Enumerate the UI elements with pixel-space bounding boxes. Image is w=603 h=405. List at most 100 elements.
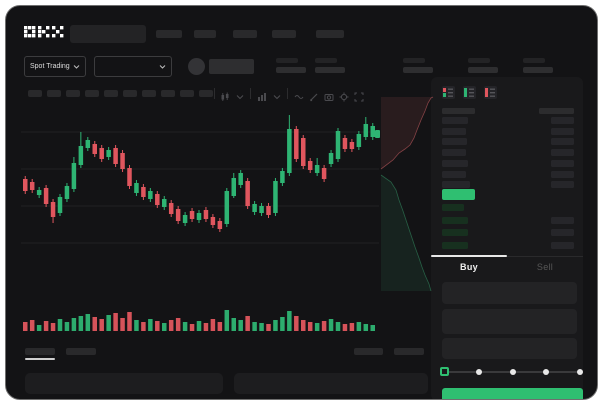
orderbook-bids-icon[interactable] [463,86,476,99]
timeframe-button-4[interactable] [85,90,99,97]
bid-amount-bar [551,242,574,250]
stat-label-placeholder [523,58,545,63]
line-tool-icon[interactable] [294,89,304,99]
ask-price-bar[interactable] [442,181,470,189]
draw-icon[interactable] [309,89,319,102]
price-input[interactable] [442,282,577,304]
stat-value-placeholder [468,67,498,73]
timeframe-button-5[interactable] [104,90,118,97]
chevron-down-icon[interactable] [272,89,282,100]
slider-stop-2[interactable] [509,368,516,375]
slider-stop-4[interactable] [577,368,583,375]
slider-stop-3[interactable] [543,368,550,375]
orderbook-both-icon[interactable] [442,86,455,99]
ask-price-bar[interactable] [442,159,468,167]
timeframe-button-1[interactable] [28,90,42,97]
slider-handle[interactable] [440,367,449,376]
orderbook-trade-panel: Buy Sell [431,77,583,399]
ask-amount-bar [551,117,574,124]
indicators-icon[interactable] [257,89,267,101]
timeframe-button-3[interactable] [66,90,80,97]
ticker-stat-2 [315,58,349,74]
toolbar-divider [214,88,215,99]
chevron-down-icon[interactable] [235,89,245,100]
nav-item-5[interactable] [316,30,344,38]
nav-item-2[interactable] [194,30,216,38]
bottom-action-2[interactable] [394,348,424,355]
camera-icon[interactable] [324,89,334,101]
active-tab-indicator [431,255,507,257]
bottom-tab-1[interactable] [25,348,55,355]
timeframe-button-6[interactable] [123,90,137,97]
stat-label-placeholder [403,58,425,63]
ask-price-bar[interactable] [442,149,466,157]
stat-value-placeholder [403,67,433,73]
bottom-table-1 [25,373,223,394]
ticker-stat-5 [523,58,557,74]
chevron-down-icon [73,63,80,70]
ask-price-bar[interactable] [442,138,467,146]
nav-item-1[interactable] [156,30,182,38]
slider-stop-1[interactable] [475,368,482,375]
ask-amount-bar [551,181,574,189]
ask-amount-bar [551,159,574,167]
tab-buy[interactable]: Buy [460,262,478,272]
stat-label-placeholder [315,58,337,63]
fullscreen-icon[interactable] [354,89,364,102]
market-type-label: Spot Trading [30,63,70,70]
pair-selector[interactable] [94,56,172,77]
last-price-bar[interactable] [442,189,475,200]
bid-amount-bar [551,229,574,237]
bid-price-bar[interactable] [442,204,464,211]
total-input[interactable] [442,338,577,359]
timeframe-button-8[interactable] [161,90,175,97]
ask-amount-bar [551,138,574,146]
orderbook-col-header-price [442,108,475,114]
bid-price-bar[interactable] [442,216,468,224]
amount-slider[interactable] [440,367,583,376]
okx-trading-window: Spot Trading [5,5,598,400]
bid-price-bar[interactable] [442,229,468,237]
bottom-tab-2[interactable] [66,348,96,355]
timeframe-button-7[interactable] [142,90,156,97]
chevron-down-icon [159,63,166,70]
chart-canvas[interactable] [20,102,430,342]
bottom-table-2 [234,373,428,394]
toolbar-divider [250,88,251,99]
stat-value-placeholder [315,67,345,73]
bid-price-bar[interactable] [442,242,468,250]
timeframe-button-9[interactable] [180,90,194,97]
buy-submit-button[interactable] [442,388,583,399]
candlestick-chart-icon[interactable] [220,89,230,101]
ask-amount-bar [551,170,574,178]
orderbook-asks-icon[interactable] [484,86,497,99]
orderbook-col-header-amount [539,108,574,114]
ask-price-bar[interactable] [442,127,466,135]
tab-sell[interactable]: Sell [536,262,554,272]
bottom-tab-underline [25,358,55,360]
ask-price-bar[interactable] [442,117,468,124]
nav-item-3[interactable] [233,30,257,38]
stat-value-placeholder [523,67,553,73]
ask-amount-bar [551,127,574,135]
market-type-selector[interactable]: Spot Trading [24,56,86,77]
pair-name-placeholder [209,59,254,74]
coin-avatar [188,58,205,75]
bid-amount-bar [551,216,574,224]
ticker-stat-3 [403,58,437,74]
tabs-divider [431,256,583,257]
toolbar-divider [287,88,288,99]
settings-icon[interactable] [339,89,349,102]
stat-label-placeholder [276,58,298,63]
stat-value-placeholder [276,67,306,73]
timeframe-button-10[interactable] [199,90,213,97]
search-input[interactable] [70,25,146,43]
bottom-action-1[interactable] [354,348,383,355]
amount-input[interactable] [442,309,577,334]
ask-price-bar[interactable] [442,170,466,178]
nav-item-4[interactable] [272,30,296,38]
timeframe-button-2[interactable] [47,90,61,97]
ticker-stat-1 [276,58,310,74]
stat-label-placeholder [468,58,490,63]
